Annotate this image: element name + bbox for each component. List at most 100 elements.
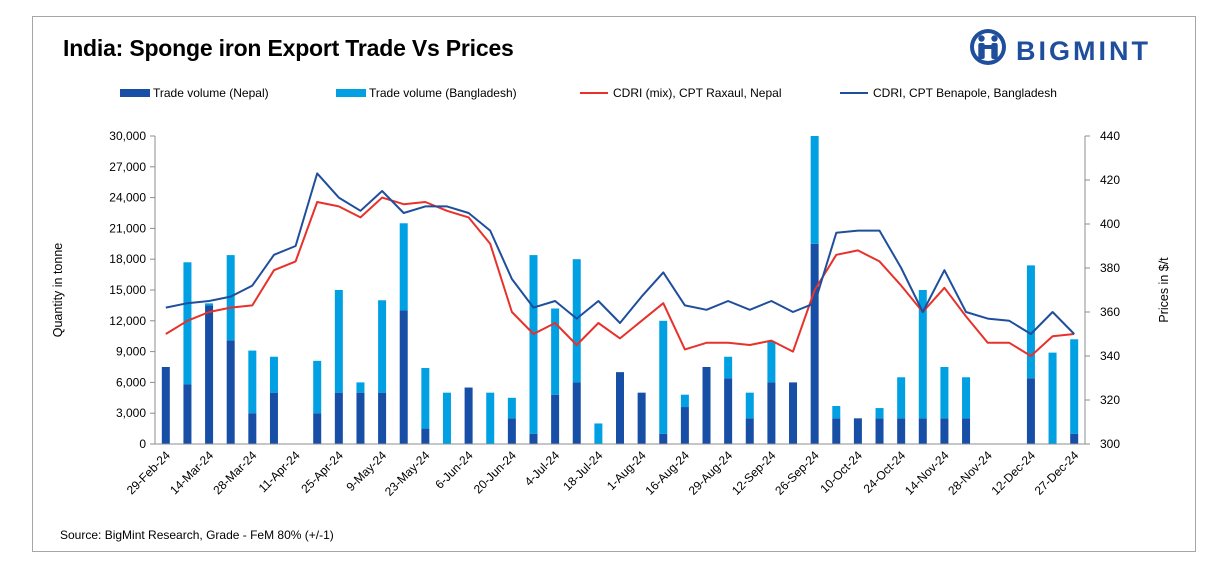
y-axis-tick-label: 9,000 xyxy=(116,345,146,359)
x-axis-tick-label: 27-Dec-24 xyxy=(1032,448,1082,498)
bar-bangladesh xyxy=(832,406,841,419)
bar-nepal xyxy=(724,378,733,444)
legend-nepal-label: Trade volume (Nepal) xyxy=(153,86,269,100)
x-axis-tick-label: 14-Mar-24 xyxy=(167,448,216,497)
legend-bangladesh-label: Trade volume (Bangladesh) xyxy=(369,86,517,100)
bar-nepal xyxy=(853,418,862,444)
legend-nepal-swatch xyxy=(120,89,150,97)
x-axis-tick-label: 6-Jun-24 xyxy=(432,448,476,492)
bar-nepal xyxy=(161,367,170,444)
bar-nepal xyxy=(789,382,798,444)
y-axis-tick-label: 6,000 xyxy=(116,375,146,389)
bar-bangladesh xyxy=(378,300,387,393)
line-benapole-price xyxy=(165,172,1075,335)
x-axis-tick-label: 29-Feb-24 xyxy=(124,448,173,497)
y-axis-tick-label: 0 xyxy=(139,437,146,451)
bar-bangladesh xyxy=(421,368,430,429)
bar-nepal xyxy=(897,418,906,444)
y2-axis-tick-label: 340 xyxy=(1100,349,1120,363)
bar-bangladesh xyxy=(680,394,689,408)
x-axis-tick-label: 12-Dec-24 xyxy=(989,448,1039,498)
bar-nepal xyxy=(421,428,430,444)
x-axis-tick-label: 14-Nov-24 xyxy=(902,448,952,498)
legend-benapole-label: CDRI, CPT Benapole, Bangladesh xyxy=(873,86,1057,100)
bar-nepal xyxy=(572,382,581,444)
bar-bangladesh xyxy=(442,392,451,444)
y2-axis-title: Prices in $/t xyxy=(1157,257,1171,323)
bar-nepal xyxy=(551,394,560,444)
y2-axis-tick-label: 300 xyxy=(1100,437,1120,451)
bar-nepal xyxy=(269,392,278,444)
bar-nepal xyxy=(616,372,624,444)
bar-nepal xyxy=(637,392,646,444)
bar-bangladesh xyxy=(767,341,776,383)
bar-nepal xyxy=(680,407,689,444)
bar-nepal xyxy=(962,418,971,444)
y2-axis-tick-label: 440 xyxy=(1100,129,1120,143)
source-note: Source: BigMint Research, Grade - FeM 80… xyxy=(60,528,334,542)
bar-nepal xyxy=(226,340,235,444)
legend-benapole-swatch xyxy=(840,92,868,94)
x-axis-tick-label: 1-Aug-24 xyxy=(604,448,649,493)
bar-nepal xyxy=(940,418,949,444)
bar-bangladesh xyxy=(313,360,322,414)
bar-nepal xyxy=(1070,433,1079,444)
bar-bangladesh xyxy=(724,356,733,379)
bar-bangladesh xyxy=(334,290,343,393)
bar-bangladesh xyxy=(356,382,365,393)
bar-nepal xyxy=(313,413,322,444)
bar-bangladesh xyxy=(551,308,560,395)
bar-nepal xyxy=(334,392,343,444)
x-axis-tick-label: 11-Apr-24 xyxy=(256,448,303,495)
bar-nepal xyxy=(507,418,516,444)
x-axis-tick-label: 28-Mar-24 xyxy=(210,448,259,497)
bar-bangladesh xyxy=(897,377,906,419)
bar-nepal xyxy=(464,387,473,444)
bar-nepal xyxy=(745,418,754,444)
bar-bangladesh xyxy=(1048,352,1057,444)
bar-bangladesh xyxy=(572,259,581,383)
bar-bangladesh xyxy=(918,290,927,419)
bar-bangladesh xyxy=(507,397,516,419)
bar-bangladesh xyxy=(399,223,408,311)
bar-nepal xyxy=(767,382,776,444)
chart-title: India: Sponge iron Export Trade Vs Price… xyxy=(63,35,514,61)
bar-nepal xyxy=(529,433,538,444)
x-axis-tick-label: 20-Jun-24 xyxy=(471,448,519,496)
y-axis-tick-label: 27,000 xyxy=(109,160,146,174)
y2-axis-tick-label: 400 xyxy=(1100,217,1120,231)
y-axis-tick-label: 3,000 xyxy=(116,406,146,420)
brand-name: BIGMINT xyxy=(1016,36,1151,66)
y2-axis-tick-label: 380 xyxy=(1100,261,1120,275)
bar-bangladesh xyxy=(529,255,538,434)
y-axis-tick-label: 12,000 xyxy=(109,314,146,328)
x-axis-tick-label: 16-Aug-24 xyxy=(642,448,692,498)
bar-nepal xyxy=(659,433,668,444)
x-axis-tick-label: 29-Aug-24 xyxy=(686,448,736,498)
bar-bangladesh xyxy=(183,262,192,385)
bar-nepal xyxy=(378,392,387,444)
bar-nepal xyxy=(248,413,257,444)
bar-bangladesh xyxy=(940,367,949,419)
x-axis-tick-label: 4-Jul-24 xyxy=(522,448,563,489)
bar-bangladesh xyxy=(875,408,884,419)
y2-axis-tick-label: 320 xyxy=(1100,393,1120,407)
bar-bangladesh xyxy=(248,350,257,414)
legend-raxaul-label: CDRI (mix), CPT Raxaul, Nepal xyxy=(613,86,782,100)
x-axis-tick-label: 18-Jul-24 xyxy=(560,448,606,494)
x-axis-tick-label: 12-Sep-24 xyxy=(729,448,779,498)
y-axis-tick-label: 30,000 xyxy=(109,129,146,143)
y-axis-tick-label: 24,000 xyxy=(109,191,146,205)
bar-nepal xyxy=(399,310,408,444)
bar-nepal xyxy=(205,305,214,444)
bar-bangladesh xyxy=(594,423,603,444)
x-axis-tick-label: 28-Nov-24 xyxy=(945,448,995,498)
bar-nepal xyxy=(1026,378,1035,444)
bar-nepal xyxy=(702,367,711,444)
bar-nepal xyxy=(810,243,819,444)
y-axis-tick-label: 18,000 xyxy=(109,252,146,266)
bigmint-logo-icon xyxy=(970,29,1006,65)
bar-nepal xyxy=(875,418,884,444)
legend-raxaul-swatch xyxy=(580,92,608,94)
x-axis-tick-label: 24-Oct-24 xyxy=(861,448,909,496)
